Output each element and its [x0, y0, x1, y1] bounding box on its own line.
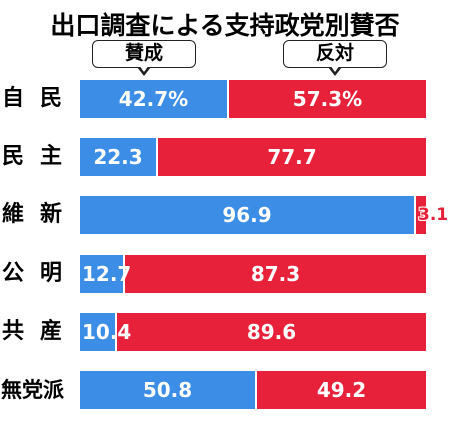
bar-yes-5: 50.8	[80, 371, 255, 409]
row-label-0: 自民	[2, 80, 62, 118]
row-label-char: 民	[39, 86, 62, 111]
bar-yes-value: 96.9	[222, 203, 272, 227]
row-label-char: 共	[2, 319, 25, 344]
legend-yes-label: 賛成	[124, 42, 163, 64]
legend-yes: 賛成	[92, 40, 196, 76]
legend-no: 反対	[283, 40, 387, 76]
bar-yes-4: 10.4	[80, 313, 131, 351]
bar-yes-2: 96.9	[80, 196, 414, 234]
bar-yes-0: 42.7%	[80, 80, 227, 118]
row-label-char: 自	[2, 86, 25, 111]
bar-no-value: 77.7	[267, 145, 317, 169]
bar-no-1: 77.7	[158, 138, 426, 176]
bar-no-value: 57.3%	[292, 87, 363, 111]
bar-yes-value: 12.7	[82, 262, 132, 286]
bar-no-0: 57.3%	[229, 80, 426, 118]
bar-yes-value: 42.7%	[118, 87, 189, 111]
bar-no-value: 89.6	[246, 320, 297, 344]
bar-no-value: 3.1	[418, 205, 449, 225]
row-label-char: 維	[2, 202, 25, 227]
row-label-char: 明	[39, 261, 62, 286]
bar-no-value: 49.2	[316, 378, 367, 402]
row-label-1: 民主	[2, 138, 62, 176]
bar-yes-1: 22.3	[80, 138, 156, 176]
row-label-3: 公明	[2, 255, 62, 293]
row-label-5: 無党派	[1, 378, 64, 402]
row-label-char: 主	[39, 144, 62, 169]
legend-yes-pointer	[137, 65, 151, 76]
row-label-char: 民	[2, 144, 25, 169]
legend-no-label: 反対	[315, 42, 354, 64]
row-label-4: 共産	[2, 313, 62, 351]
row-label-char: 新	[39, 202, 62, 227]
row-label-char: 公	[2, 261, 25, 286]
bar-yes-value: 22.3	[93, 145, 143, 169]
bar-yes-value: 50.8	[142, 378, 193, 402]
chart-title: 出口調査による支持政党別賛否	[50, 11, 400, 40]
bar-no-2	[416, 196, 426, 234]
bar-yes-3: 12.7	[80, 255, 131, 293]
bar-yes-value: 10.4	[82, 320, 132, 344]
bar-no-value: 87.3	[250, 262, 301, 286]
legend-no-pointer	[328, 65, 342, 76]
bar-no-3: 87.3	[125, 255, 426, 293]
row-label-char: 産	[39, 319, 62, 344]
bar-no-4: 89.6	[117, 313, 426, 351]
bar-no-5: 49.2	[257, 371, 426, 409]
row-label-2: 維新	[2, 196, 62, 234]
